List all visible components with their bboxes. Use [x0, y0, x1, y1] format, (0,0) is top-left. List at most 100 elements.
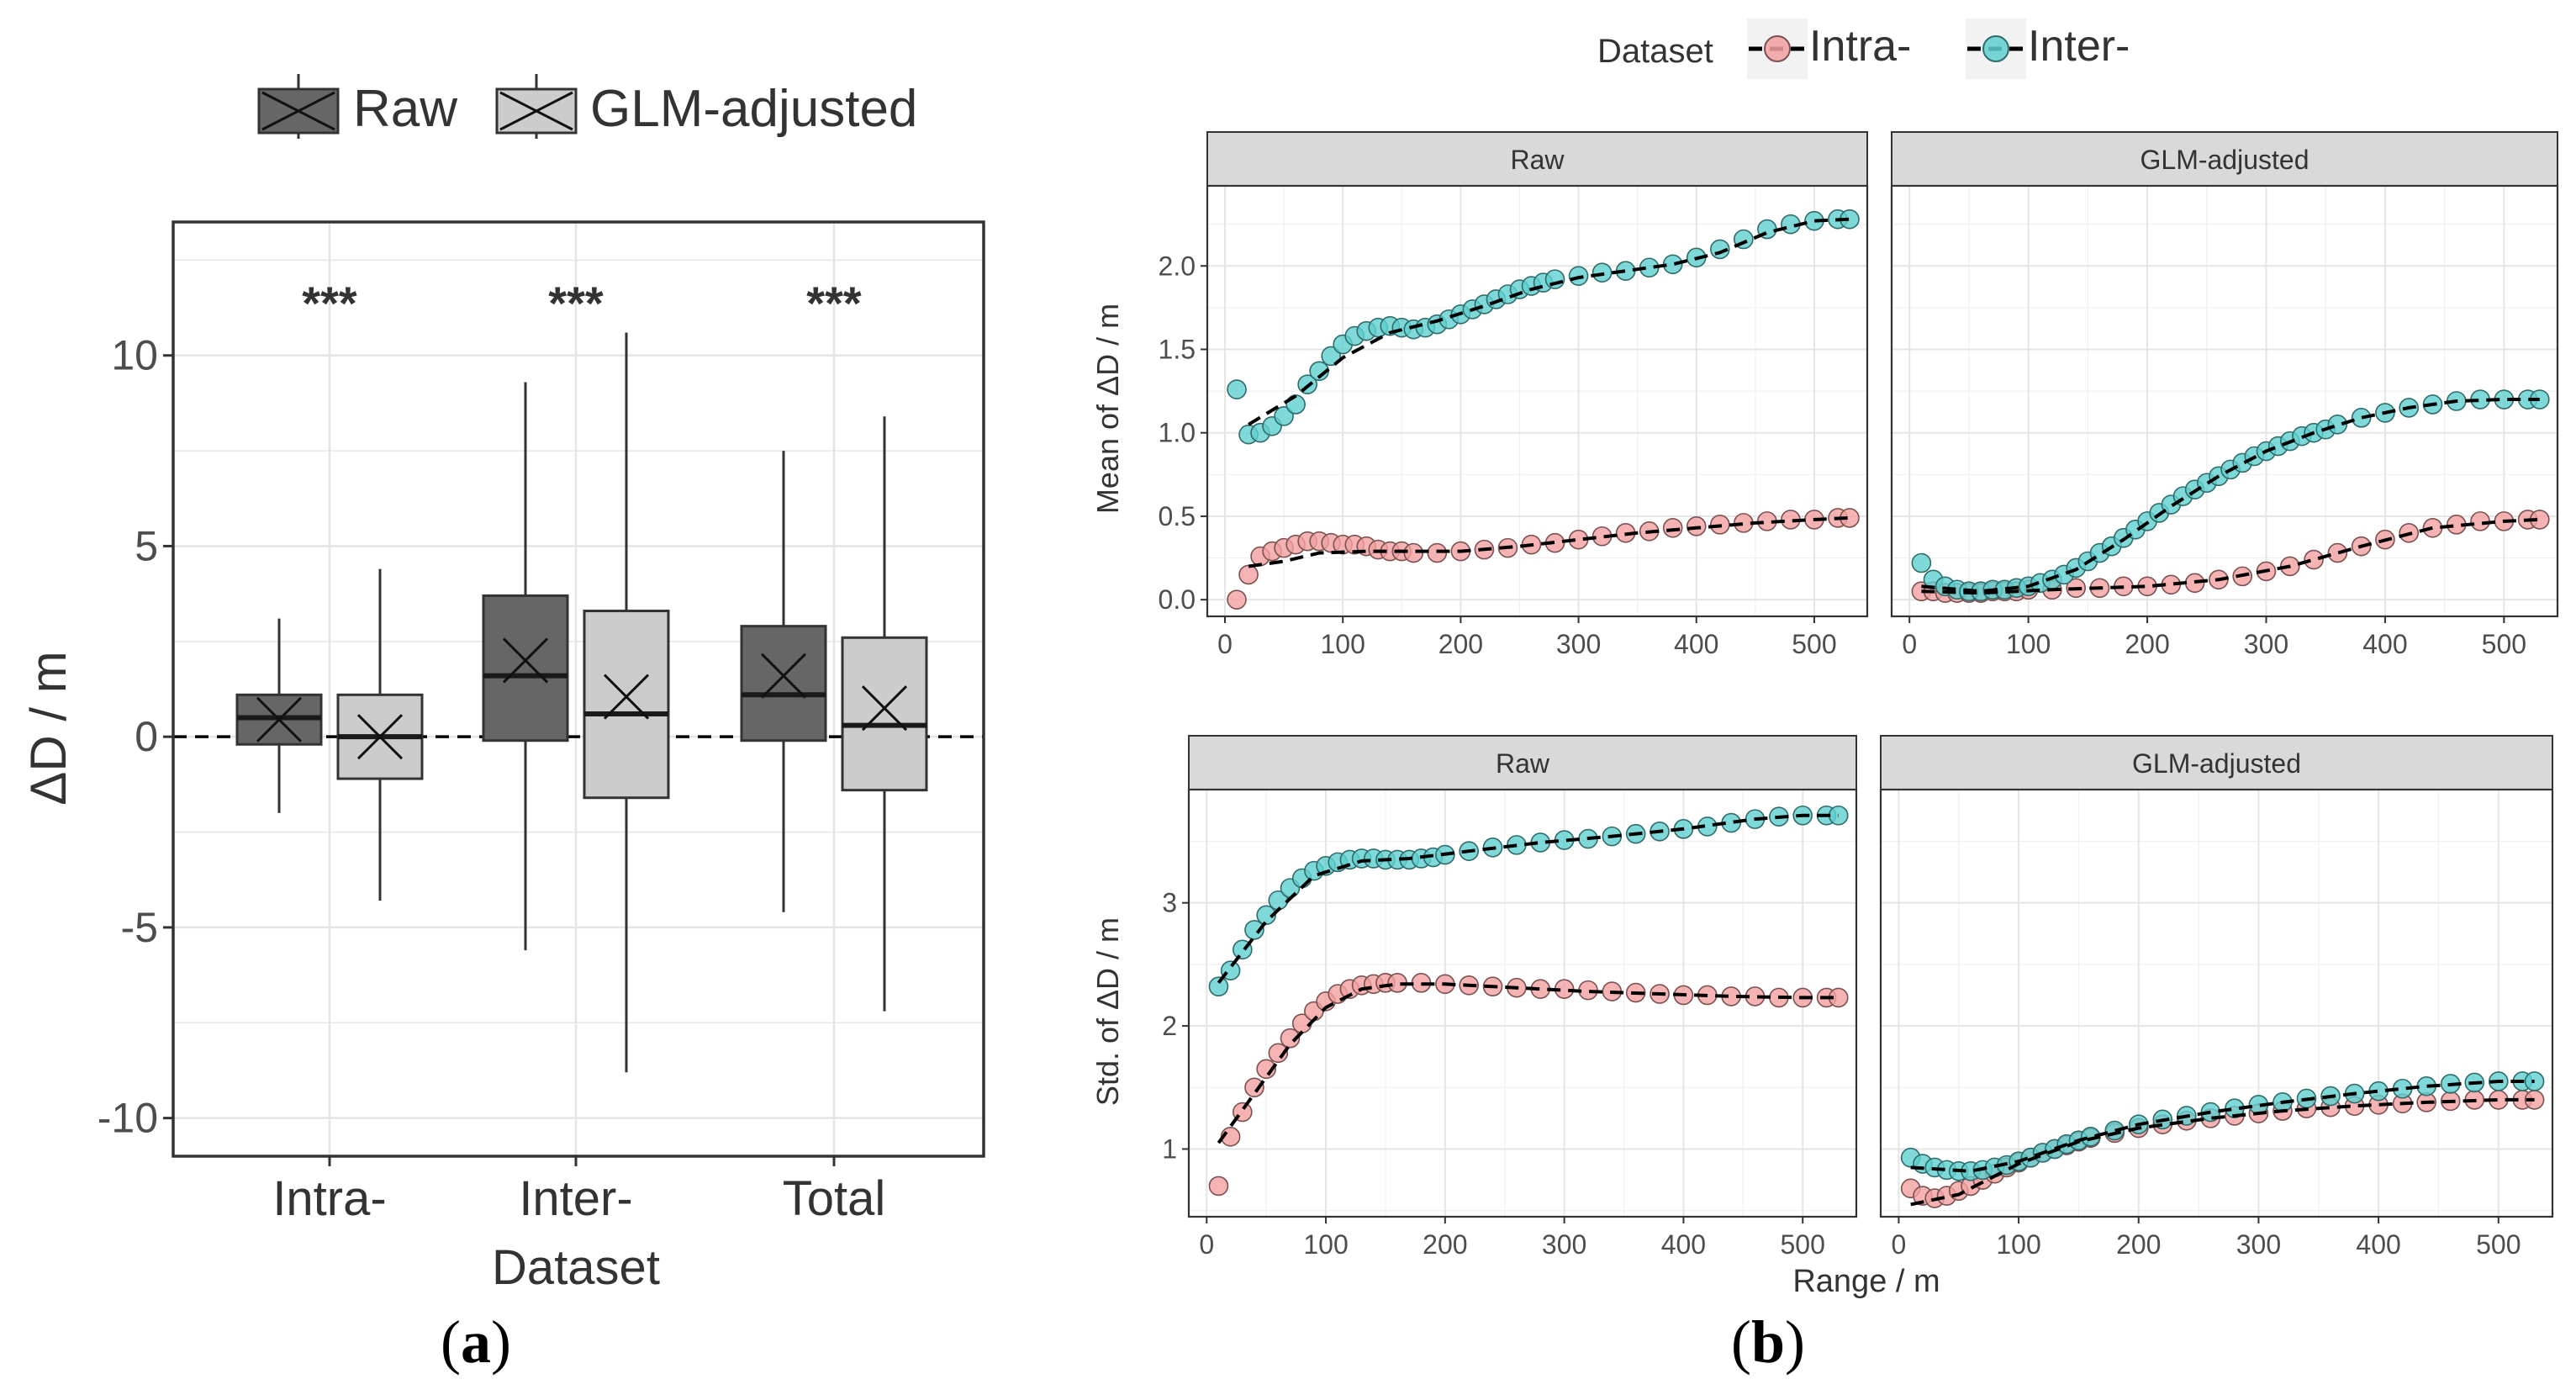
inter-point	[2351, 408, 2372, 428]
x-tick-label: 100	[1996, 1229, 2040, 1260]
facet-strip	[1880, 735, 2553, 790]
x-tick-label: 500	[2476, 1229, 2521, 1260]
boxplot-x-axis-label: Dataset	[492, 1240, 660, 1295]
label-b: (b)	[1731, 1308, 1805, 1376]
intra-point	[2304, 549, 2324, 570]
y-tick-label: 10	[111, 332, 158, 379]
scatter-legend: Dataset Intra- Inter-	[1597, 18, 2130, 79]
significance-marker: ***	[548, 277, 604, 330]
box-mean-marker	[502, 637, 549, 684]
legend-title-dataset: Dataset	[1597, 33, 1713, 70]
x-tick-label: 500	[2482, 629, 2526, 659]
inter-point	[2327, 414, 2348, 435]
x-tick-label: 300	[2244, 629, 2288, 659]
box-iqr	[482, 594, 569, 742]
x-tick-label: 300	[2236, 1229, 2281, 1260]
boxplot-legend: Raw GLM-adjusted	[257, 74, 917, 139]
inter-point	[1208, 976, 1229, 997]
legend-marker-intra	[1764, 35, 1791, 62]
std-y-axis-label: Std. of ΔD / m	[1090, 917, 1125, 1106]
box-mean-marker	[760, 653, 807, 699]
x-tick-label: 0	[1199, 1229, 1214, 1260]
y-tick-label: 5	[135, 522, 158, 569]
box-mean-marker	[256, 696, 303, 742]
boxplot-frame	[172, 220, 985, 1158]
x-tick-label: Inter-	[519, 1171, 632, 1226]
legend-label-inter: Inter-	[2028, 22, 2130, 71]
x-tick-label: 100	[2006, 629, 2051, 659]
intra-point	[1280, 1028, 1301, 1049]
y-tick-label: 2	[1162, 1011, 1177, 1041]
label-a: (a)	[441, 1308, 511, 1376]
inter-point	[1911, 552, 1932, 573]
facet-frame	[1206, 184, 1869, 618]
x-tick-label: 400	[2356, 1229, 2400, 1260]
legend-label-raw: Raw	[353, 80, 457, 138]
x-tick-label: 200	[2125, 629, 2169, 659]
x-tick-label: 400	[1674, 629, 1718, 659]
box-iqr	[583, 610, 670, 800]
intra-point	[1208, 1176, 1229, 1197]
legend-marker-inter	[1982, 35, 2009, 62]
y-tick-label: 2.0	[1159, 251, 1196, 281]
inter-fit-line	[1910, 1080, 2535, 1173]
boxplot-panel: -10 -5 0 5 10 Intra- Inter- Total *** *** ***	[98, 220, 985, 1226]
legend-label-intra: Intra-	[1809, 22, 1911, 71]
scatter-x-axis-label: Range / m	[1792, 1264, 1940, 1299]
facet-strip	[1188, 735, 1857, 790]
inter-fit-line	[1921, 398, 2540, 594]
facet-strip-label: GLM-adjusted	[2132, 748, 2301, 779]
facet-strip-label: Raw	[1496, 748, 1550, 779]
significance-marker: ***	[302, 277, 357, 330]
box-mean-marker	[356, 714, 404, 760]
intra-point	[1662, 518, 1683, 538]
facet-panel: Raw 0 100 200 300 400 500 1 2 3	[1162, 735, 1858, 1260]
x-tick-label: 500	[1781, 1229, 1825, 1260]
box-iqr	[841, 636, 928, 792]
intra-fit-line	[1217, 982, 1839, 1144]
y-tick-label: 1	[1162, 1133, 1177, 1164]
y-tick-label: 1.5	[1159, 334, 1196, 364]
box-mean-marker	[861, 685, 908, 732]
legend-key-glm-adjusted	[495, 74, 578, 139]
x-tick-label: Intra-	[272, 1171, 386, 1226]
significance-marker: ***	[806, 277, 862, 330]
x-tick-label: Total	[783, 1171, 886, 1226]
x-tick-label: 0	[1892, 1229, 1907, 1260]
intra-fit-line	[1910, 1097, 2535, 1207]
intra-fit-line	[1921, 517, 2540, 595]
x-tick-label: 100	[1303, 1229, 1348, 1260]
intra-point	[2327, 542, 2348, 563]
inter-point	[1256, 905, 1276, 926]
x-tick-label: 200	[1438, 629, 1483, 659]
x-tick-label: 400	[2362, 629, 2407, 659]
inter-point	[1244, 920, 1264, 940]
x-tick-label: 500	[1792, 629, 1836, 659]
intra-point	[1238, 564, 1259, 585]
y-tick-label: -10	[98, 1095, 158, 1142]
facet-frame	[1879, 788, 2554, 1218]
facet-strip	[1206, 131, 1868, 187]
facet-frame	[1187, 788, 1858, 1218]
y-tick-label: -5	[121, 904, 158, 951]
x-tick-label: 200	[2116, 1229, 2161, 1260]
facet-frame	[1890, 184, 2559, 618]
legend-label-glm-adjusted: GLM-adjusted	[590, 80, 917, 138]
y-tick-label: 0.0	[1159, 584, 1196, 615]
facet-panel: Raw 0 100 200 300 400 500 0.0 0.5 1.0 1.5 2.0	[1159, 131, 1869, 659]
x-tick-label: 300	[1542, 1229, 1586, 1260]
inter-point	[1274, 406, 1294, 426]
inter-point	[1227, 379, 1247, 399]
y-tick-label: 1.0	[1159, 418, 1196, 448]
y-tick-label: 3	[1162, 888, 1177, 918]
inter-point	[1828, 805, 1849, 826]
mean-y-axis-label: Mean of ΔD / m	[1090, 304, 1125, 514]
facet-panel: GLM-adjusted 0 100 200 300 400 500	[1890, 131, 2559, 659]
boxplot-y-axis-label: ΔD / m	[20, 651, 77, 805]
box-mean-marker	[603, 674, 650, 720]
inter-point	[1321, 346, 1341, 367]
y-tick-label: 0	[135, 713, 158, 760]
facet-strip-label: GLM-adjusted	[2141, 145, 2309, 175]
